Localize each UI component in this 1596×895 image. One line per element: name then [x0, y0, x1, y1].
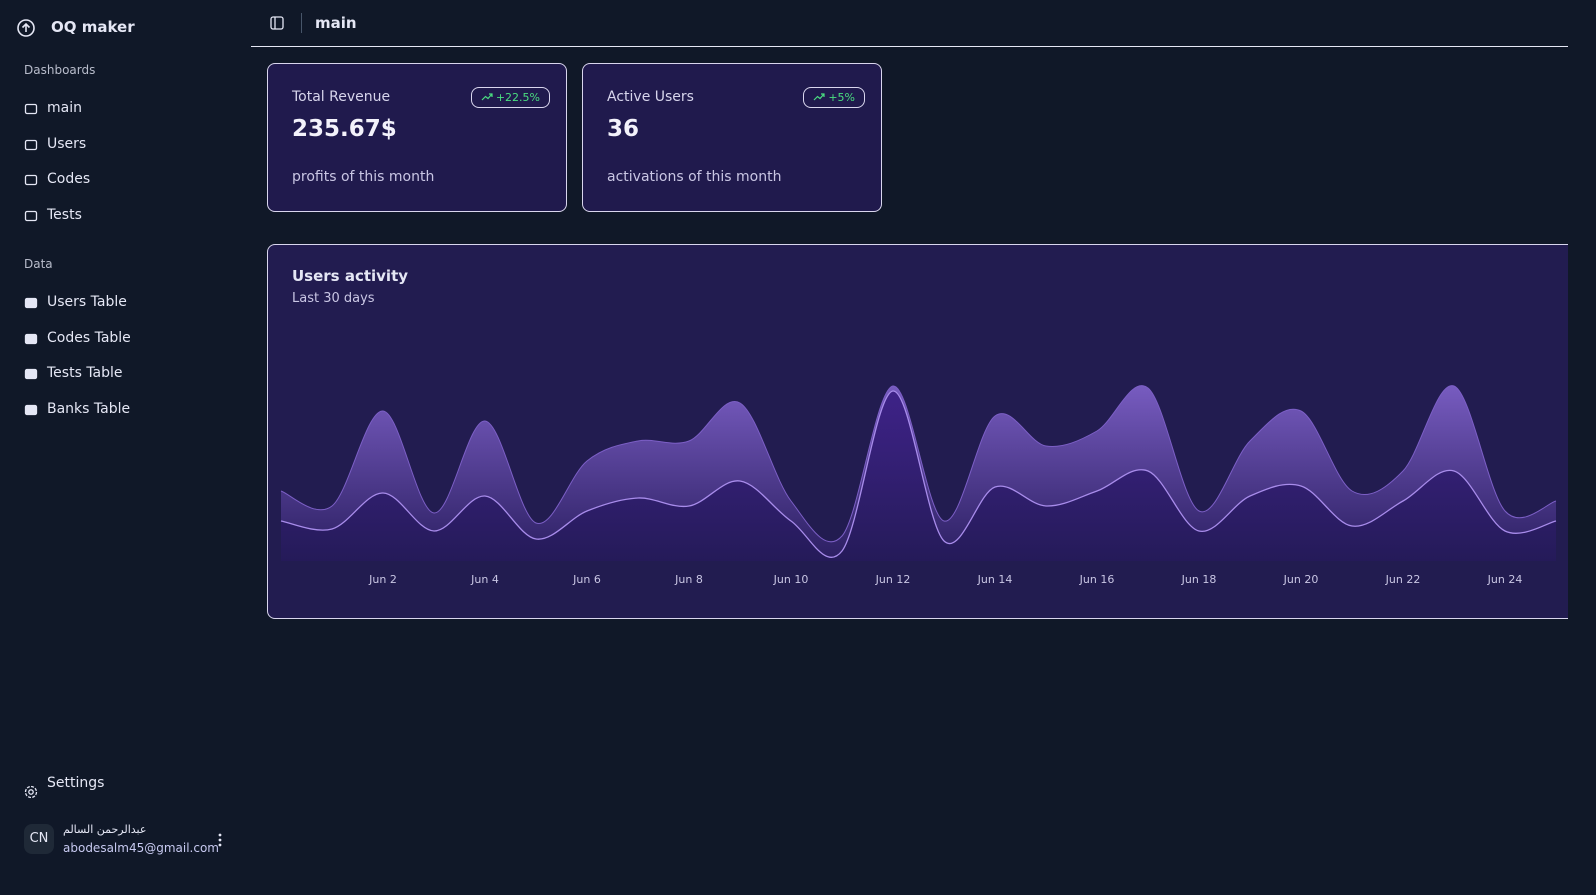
divider — [301, 13, 302, 33]
icon-shape — [24, 404, 38, 415]
x-tick-label: Jun 10 — [773, 573, 809, 586]
nav-icon — [24, 297, 38, 309]
nav-item[interactable]: main — [47, 100, 82, 116]
chart-card: Users activity Last 30 days Jun 2 Jun 4 Ju… — [267, 244, 1568, 619]
page-title: main — [315, 14, 357, 32]
icon-shape — [24, 174, 38, 186]
brand[interactable]: OQ maker — [51, 18, 135, 36]
x-tick-label: Jun 16 — [1079, 573, 1115, 586]
trend-line — [481, 93, 493, 101]
icon-shape — [24, 333, 38, 344]
stat-card: Active Users +5% 36 activations of this mon… — [582, 63, 882, 212]
x-tick-label: Jun 6 — [572, 573, 601, 586]
card-value: 36 — [607, 116, 640, 142]
icon-shape — [24, 297, 38, 309]
chart-title: Users activity — [292, 267, 409, 285]
x-tick-label: Jun 14 — [977, 573, 1013, 586]
nav-group-label: Dashboards — [24, 63, 96, 77]
header: main — [251, 0, 1568, 47]
x-tick-label: Jun 8 — [674, 573, 703, 586]
nav-icon — [24, 174, 38, 186]
sidebar: OQ maker Dashboards main Users Codes Tests Da… — [0, 0, 251, 895]
user-menu[interactable] — [214, 832, 226, 848]
card-title: Total Revenue — [292, 89, 391, 105]
x-tick-label: Jun 2 — [368, 573, 397, 586]
area — [281, 390, 1556, 561]
nav-icon — [24, 139, 38, 150]
x-tick-label: Jun 4 — [470, 573, 499, 586]
nav-item[interactable]: Codes — [47, 171, 91, 187]
card-caption: profits of this month — [292, 169, 435, 185]
sidebar-toggle[interactable] — [270, 16, 284, 30]
nav-group-label: Data — [24, 257, 53, 271]
icon-shape — [24, 368, 38, 380]
nav-item[interactable]: Tests — [47, 206, 82, 223]
chart-subtitle: Last 30 days — [292, 291, 375, 306]
user-email: abodesalm45@gmail.com — [63, 841, 219, 855]
nav-item[interactable]: Tests Table — [47, 365, 123, 381]
x-tick-label: Jun 22 — [1385, 573, 1421, 586]
card-caption: activations of this month — [607, 169, 782, 185]
icon-shape — [24, 210, 38, 221]
area-line — [280, 385, 1557, 543]
icon-shape — [24, 139, 38, 150]
settings[interactable]: Settings — [47, 775, 105, 791]
nav-icon — [24, 368, 38, 380]
nav-icon — [24, 103, 38, 115]
nav-icon — [24, 404, 38, 415]
settings-icon — [24, 785, 38, 799]
trend-badge: +5% — [803, 87, 865, 108]
nav-item[interactable]: Users Table — [47, 294, 127, 310]
nav-icon — [24, 210, 38, 221]
avatar: CN — [24, 824, 54, 854]
card-title: Active Users — [607, 89, 694, 105]
nav-icon — [24, 333, 38, 344]
x-tick-label: Jun 18 — [1181, 573, 1217, 586]
user-name: عبدالرحمن السالم — [63, 823, 147, 836]
nav-item[interactable]: Codes Table — [47, 329, 131, 346]
card-value: 235.67$ — [292, 116, 397, 142]
x-tick-label: Jun 24 — [1487, 573, 1523, 586]
trend-icon — [481, 93, 493, 101]
nav-item[interactable]: Users — [47, 135, 87, 152]
trend-badge: +22.5% — [470, 87, 550, 108]
chart: Jun 2 Jun 4 Jun 6 Jun 8 Jun 10 Jun 12 Jun 14 Ju… — [280, 385, 1557, 586]
x-tick-label: Jun 12 — [875, 573, 911, 586]
main: main Total Revenue +22.5% 235.67$ profits o… — [251, 0, 1568, 895]
brand-icon — [17, 19, 35, 37]
trend-line — [813, 93, 825, 101]
trend-icon — [813, 93, 825, 101]
x-tick-label: Jun 20 — [1283, 573, 1319, 586]
nav-item[interactable]: Banks Table — [47, 400, 131, 417]
icon-shape — [24, 103, 38, 115]
area-line — [280, 390, 1557, 558]
stat-card: Total Revenue +22.5% 235.67$ profits of thi… — [267, 63, 567, 212]
